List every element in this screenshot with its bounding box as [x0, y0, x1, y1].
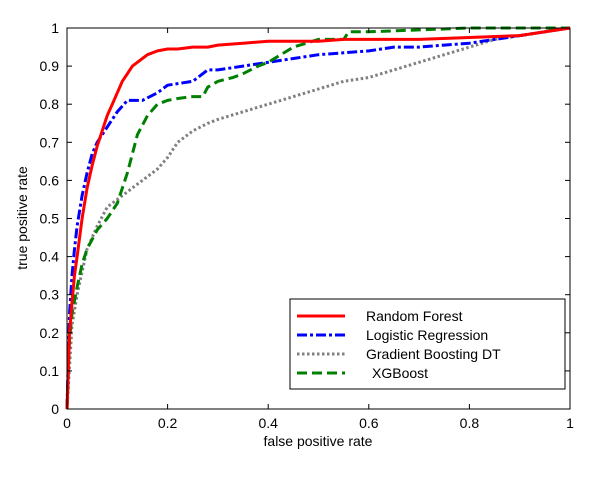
series-layer: [65, 26, 571, 410]
series-line-xgboost: [65, 26, 570, 410]
y-tick-label: 0.9: [40, 58, 60, 74]
x-tick-label: 1: [566, 415, 574, 431]
y-tick-label: 0.5: [40, 211, 60, 227]
x-tick-label: 0.2: [158, 415, 178, 431]
y-axis: 0 0.1 0.2 0.3 0.4 0.5 0.6 0.7 0.8 0.9 1: [40, 20, 570, 417]
y-tick-label: 0.3: [40, 287, 60, 303]
legend-label: Gradient Boosting DT: [366, 346, 501, 362]
x-tick-label: 0.6: [359, 415, 379, 431]
legend: Random Forest Logistic Regression Gradient…: [289, 298, 566, 390]
y-tick-label: 0: [51, 401, 59, 417]
y-tick-label: 0.2: [40, 325, 60, 341]
y-tick-label: 0.1: [40, 363, 60, 379]
legend-label: XGBoost: [372, 365, 428, 381]
x-axis: 0 0.2 0.4 0.6 0.8 1: [63, 28, 574, 431]
x-tick-label: 0.4: [258, 415, 278, 431]
series-line-logistic-regression: [65, 26, 571, 410]
y-tick-label: 0.8: [40, 96, 60, 112]
y-tick-label: 0.4: [40, 249, 60, 265]
x-tick-label: 0: [63, 415, 71, 431]
y-tick-label: 0.6: [40, 172, 60, 188]
y-axis-label: true positive rate: [14, 166, 30, 270]
legend-entries: Random Forest Logistic Regression Gradient…: [297, 308, 501, 381]
legend-label: Logistic Regression: [366, 327, 488, 343]
x-axis-label: false positive rate: [264, 433, 373, 449]
series-line-gradient-boosting-dt: [65, 26, 571, 410]
y-tick-label: 0.7: [40, 134, 60, 150]
x-tick-label: 0.8: [460, 415, 480, 431]
y-tick-label: 1: [51, 20, 59, 36]
series-line-random-forest: [65, 26, 571, 410]
legend-label: Random Forest: [366, 308, 463, 324]
